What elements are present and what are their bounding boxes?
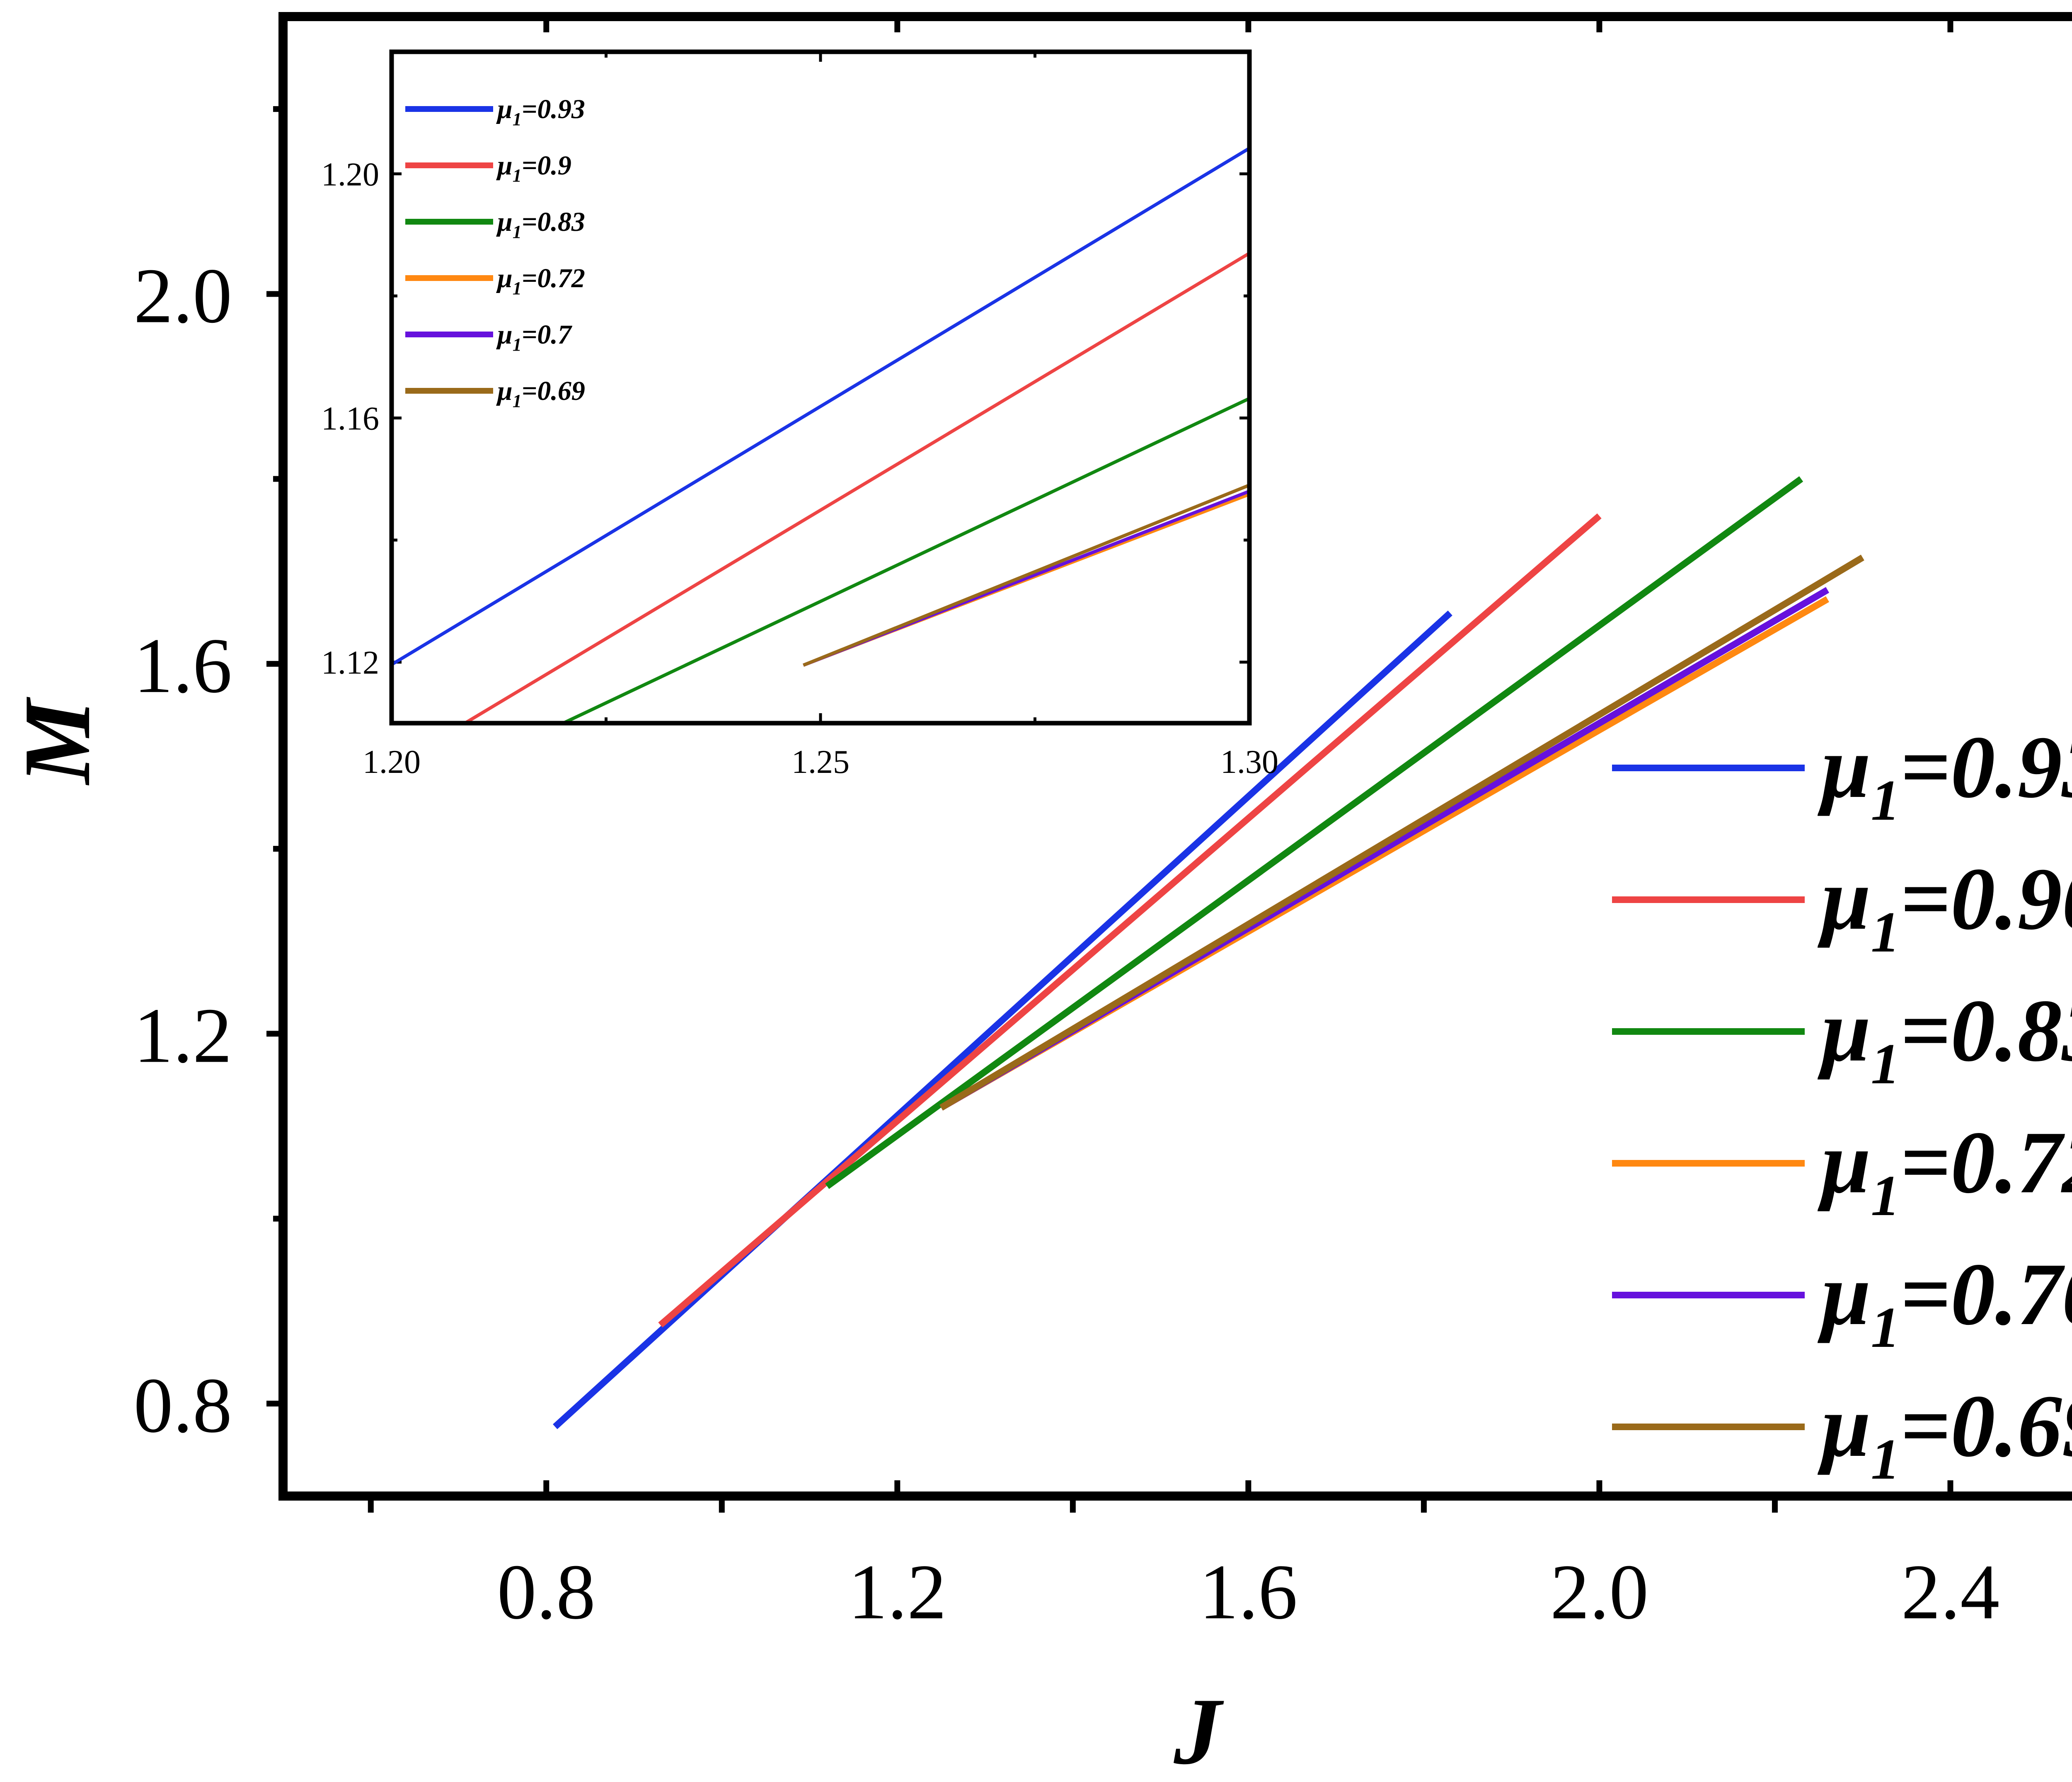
main-legend-subscript: 1: [1871, 768, 1900, 833]
x-tick-label: 1.2: [848, 1549, 947, 1636]
inset-legend-symbol: μ: [496, 150, 513, 181]
inset-legend-value: =0.9: [522, 150, 571, 181]
inset-legend-label-4: μ1=0.7: [496, 320, 573, 355]
x-tick-label: 1.6: [1199, 1549, 1298, 1636]
inset-legend-subscript: 1: [513, 278, 522, 298]
inset-legend-value: =0.72: [522, 263, 585, 293]
main-legend-symbol: μ: [1817, 981, 1871, 1080]
inset-legend-symbol: μ: [496, 94, 513, 124]
main-legend-symbol: μ: [1817, 1113, 1871, 1212]
x-axis-title: J: [1174, 1678, 1225, 1780]
main-legend-symbol: μ: [1817, 849, 1871, 948]
inset-frame: [389, 49, 1252, 726]
y-axis-title: M: [4, 697, 110, 786]
inset-legend-subscript: 1: [513, 222, 522, 242]
main-legend-label-0: μ1=0.93: [1817, 717, 2072, 833]
main-legend-value: =0.69: [1900, 1376, 2072, 1475]
main-legend-subscript: 1: [1871, 1164, 1900, 1228]
inset-legend-label-1: μ1=0.9: [496, 150, 571, 186]
inset-legend-label-2: μ1=0.83: [496, 207, 585, 242]
inset-legend-subscript: 1: [513, 109, 522, 129]
y-tick-label: 2.0: [134, 252, 232, 339]
main-x-tick-labels: 0.8 1.2 1.6 2.0 2.4: [497, 1549, 2000, 1636]
inset-legend-value: =0.69: [522, 376, 585, 406]
y-tick-label: 0.8: [134, 1362, 232, 1449]
main-legend-label-3: μ1=0.72: [1817, 1113, 2072, 1228]
inset-legend-symbol: μ: [496, 376, 513, 406]
inset-legend-subscript: 1: [513, 334, 522, 355]
main-legend-value: =0.72: [1900, 1113, 2072, 1212]
inset-series-line-5: [803, 483, 1249, 667]
inset-legend-label-3: μ1=0.72: [496, 263, 585, 298]
main-legend-label-4: μ1=0.70: [1817, 1244, 2072, 1360]
inset-series-group: [392, 147, 1249, 723]
main-legend-value: =0.83: [1900, 981, 2072, 1080]
inset-y-tick-labels: 1.12 1.16 1.20: [321, 157, 379, 681]
main-plot-frame: [278, 12, 2072, 1501]
main-series-line-5: [939, 554, 1864, 1111]
inset-plot: μ1=0.93μ1=0.9μ1=0.83μ1=0.72μ1=0.7μ1=0.69…: [321, 49, 1278, 780]
inset-legend-label-0: μ1=0.93: [496, 94, 585, 129]
main-legend-symbol: μ: [1817, 1244, 1871, 1344]
inset-legend-symbol: μ: [496, 263, 513, 293]
inset-series-line-2: [559, 397, 1249, 723]
inset-legend-label-5: μ1=0.69: [496, 376, 585, 411]
inset-y-tick-label: 1.20: [321, 157, 379, 193]
inset-legend-value: =0.83: [522, 207, 585, 237]
y-tick-label: 1.6: [134, 622, 232, 709]
x-tick-label: 0.8: [497, 1549, 596, 1636]
inset-series-line-0: [392, 147, 1249, 666]
main-series-line-1: [658, 513, 1602, 1328]
inset-legend-value: =0.93: [522, 94, 585, 124]
inset-x-tick-label: 1.25: [792, 744, 850, 780]
inset-y-tick-label: 1.16: [321, 401, 379, 437]
x-tick-label: 2.0: [1550, 1549, 1649, 1636]
main-series-line-2: [825, 476, 1803, 1189]
inset-background: [392, 52, 1249, 723]
main-legend-symbol: μ: [1817, 717, 1871, 816]
main-series-group: [553, 476, 1864, 1429]
inset-legend-value: =0.7: [522, 320, 573, 350]
inset-legend-symbol: μ: [496, 320, 513, 350]
inset-y-tick-label: 1.12: [321, 645, 379, 681]
main-legend-symbol: μ: [1817, 1376, 1871, 1475]
main-legend-subscript: 1: [1871, 900, 1900, 964]
inset-x-tick-labels: 1.20 1.25 1.30: [363, 744, 1278, 780]
main-legend-value: =0.90: [1900, 849, 2072, 948]
main-plot: 0.8 1.2 1.6 2.0 2.4 0.8 1.2 1.6 2.0 J M: [4, 12, 2072, 1782]
main-legend-subscript: 1: [1871, 1032, 1900, 1096]
main-legend-label-5: μ1=0.69: [1817, 1376, 2072, 1491]
main-y-tick-labels: 0.8 1.2 1.6 2.0: [134, 252, 232, 1449]
main-legend-value: =0.93: [1900, 717, 2072, 816]
inset-legend-symbol: μ: [496, 207, 513, 237]
inset-legend-subscript: 1: [513, 391, 522, 411]
main-legend-subscript: 1: [1871, 1427, 1900, 1491]
inset-x-tick-label: 1.30: [1220, 744, 1278, 780]
inset-series-line-1: [462, 252, 1249, 723]
main-legend-label-2: μ1=0.83: [1817, 981, 2072, 1096]
inset-legend-subscript: 1: [513, 165, 522, 186]
main-legend-subscript: 1: [1871, 1295, 1900, 1360]
y-tick-label: 1.2: [134, 992, 232, 1079]
main-legend-value: =0.70: [1900, 1244, 2072, 1344]
main-legend: μ1=0.93μ1=0.90μ1=0.83μ1=0.72μ1=0.70μ1=0.…: [1612, 717, 2072, 1491]
main-legend-label-1: μ1=0.90: [1817, 849, 2072, 964]
x-tick-label: 2.4: [1901, 1549, 2000, 1636]
inset-x-tick-label: 1.20: [363, 744, 421, 780]
